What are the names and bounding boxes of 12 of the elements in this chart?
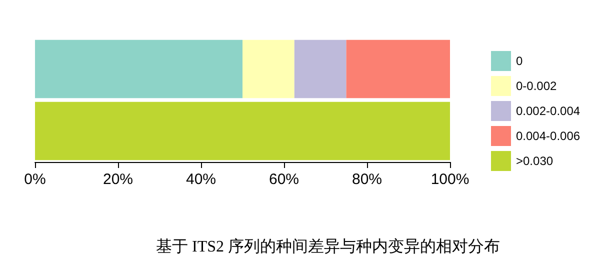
x-tick-label: 80% xyxy=(352,171,382,188)
x-tick-label: 100% xyxy=(430,171,470,188)
legend-label: 0 xyxy=(516,54,523,68)
text: 基于 ITS2 序列的种间差异与种内变异的相对分布 xyxy=(156,238,500,256)
legend-label: 0.004-0.006 xyxy=(516,129,580,143)
legend-label: 0.002-0.004 xyxy=(516,104,580,118)
x-tick-label: 20% xyxy=(102,171,134,188)
x-tick-label: 60% xyxy=(268,171,300,188)
x-tick-label: 40% xyxy=(186,171,216,188)
legend-label: >0.030 xyxy=(516,154,554,168)
x-tick-label: 0% xyxy=(24,171,46,188)
legend-label: 0-0.002 xyxy=(516,79,558,93)
